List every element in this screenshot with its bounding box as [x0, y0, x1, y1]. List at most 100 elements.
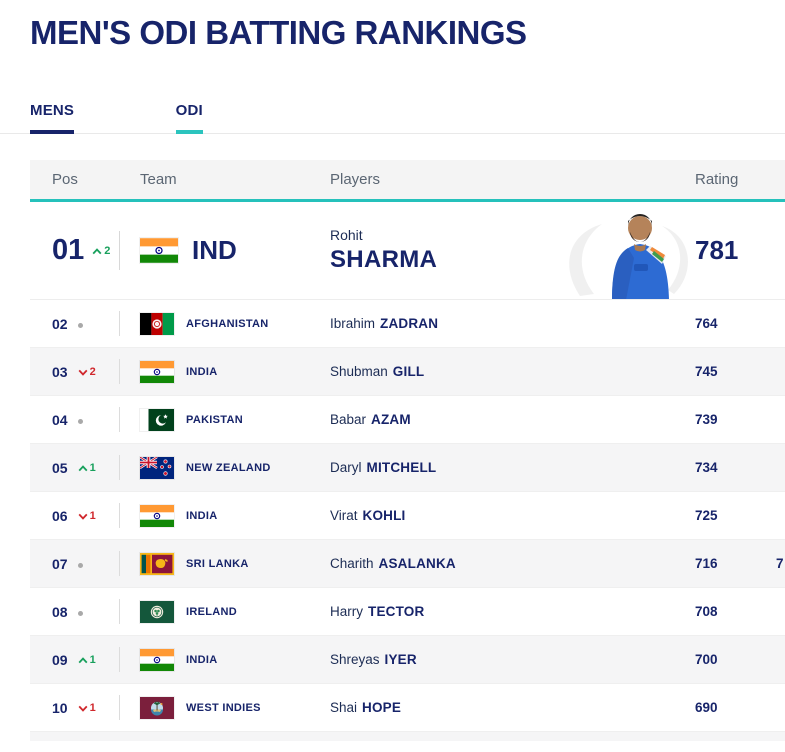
no-change-dot [77, 610, 83, 616]
position-cell: 08 [30, 588, 120, 635]
player-last-name: ASALANKA [378, 556, 456, 571]
player-last-name: AZAM [371, 412, 411, 427]
column-header-players: Players [330, 171, 381, 188]
team-cell: WEST INDIES [120, 696, 310, 719]
tab-mens[interactable]: MENS [30, 102, 75, 134]
player-first-name: Shai [330, 700, 358, 715]
rankings-table: Pos Team Players Rating 01 2 IND Rohit S… [30, 160, 785, 741]
featured-rank-row[interactable]: 01 2 IND Rohit SHARMA 781 [30, 202, 785, 300]
player-last-name: IYER [384, 652, 417, 667]
position-cell: 04 [30, 396, 120, 443]
table-row[interactable]: 06 1 INDIA Virat KOHLI 725 [30, 492, 785, 540]
position-number: 02 [52, 315, 68, 332]
table-row[interactable]: 03 2 INDIA Shubman GILL 745 [30, 348, 785, 396]
team-cell: IRELAND [120, 600, 310, 623]
featured-team-cell: IND [120, 235, 310, 266]
player-cell[interactable]: Shreyas IYER [310, 652, 640, 667]
position-number: 06 [52, 507, 68, 524]
featured-player-cell[interactable]: Rohit SHARMA [310, 227, 640, 274]
team-cell: NEW ZEALAND [120, 456, 310, 479]
featured-rating: 781 [695, 235, 739, 265]
ranking-rows: 02 AFGHANISTAN Ibrahim ZADRAN 764 03 2 IN… [30, 300, 785, 732]
position-cell: 09 1 [30, 636, 120, 683]
player-rating: 764 [695, 316, 718, 331]
player-cell[interactable]: Babar AZAM [310, 412, 640, 427]
position-number: 07 [52, 555, 68, 572]
player-cell[interactable]: Daryl MITCHELL [310, 460, 640, 475]
position-cell: 03 2 [30, 348, 120, 395]
player-rating: 745 [695, 364, 718, 379]
team-name: IRELAND [186, 605, 237, 618]
rank-movement-indicator [77, 411, 83, 429]
team-cell: PAKISTAN [120, 408, 310, 431]
featured-position: 01 [52, 234, 85, 266]
table-header-row: Pos Team Players Rating [30, 160, 785, 202]
position-number: 03 [52, 363, 68, 380]
rank-movement-indicator: 1 [78, 651, 96, 669]
player-last-name: ZADRAN [380, 316, 439, 331]
player-rating: 690 [695, 700, 718, 715]
rank-movement-indicator: 1 [78, 699, 96, 717]
player-first-name: Virat [330, 508, 358, 523]
player-last-name: GILL [392, 364, 425, 379]
table-row[interactable]: 09 1 INDIA Shreyas IYER 700 [30, 636, 785, 684]
afghanistan-flag [140, 312, 174, 335]
position-number: 05 [52, 459, 68, 476]
position-number: 10 [52, 699, 68, 716]
no-change-dot [77, 322, 83, 328]
position-cell: 07 [30, 540, 120, 587]
player-first-name: Babar [330, 412, 367, 427]
table-row[interactable]: 05 1 NEW ZEALAND Daryl MITCHELL 734 [30, 444, 785, 492]
next-row-partial [30, 732, 785, 741]
player-rating: 700 [695, 652, 718, 667]
featured-team-code: IND [192, 235, 237, 265]
no-change-dot [77, 418, 83, 424]
player-cell[interactable]: Charith ASALANKA [310, 556, 640, 571]
position-number: 04 [52, 411, 68, 428]
position-cell: 06 1 [30, 492, 120, 539]
player-rating: 708 [695, 604, 718, 619]
player-cell[interactable]: Virat KOHLI [310, 508, 640, 523]
player-rating: 734 [695, 460, 718, 475]
table-row[interactable]: 08 IRELAND Harry TECTOR 708 [30, 588, 785, 636]
team-name: WEST INDIES [186, 701, 261, 714]
table-row[interactable]: 10 1 WEST INDIES Shai HOPE 690 [30, 684, 785, 732]
new-zealand-flag [140, 456, 174, 479]
page-title: MEN'S ODI BATTING RANKINGS [30, 14, 527, 51]
player-cell[interactable]: Shai HOPE [310, 700, 640, 715]
table-row[interactable]: 02 AFGHANISTAN Ibrahim ZADRAN 764 [30, 300, 785, 348]
player-rating: 725 [695, 508, 718, 523]
ireland-flag [140, 600, 174, 623]
featured-player-last-name: SHARMA [330, 246, 438, 273]
position-cell: 02 [30, 300, 120, 347]
team-name: INDIA [186, 509, 218, 522]
india-flag [140, 648, 174, 671]
player-last-name: MITCHELL [366, 460, 437, 475]
player-cell[interactable]: Ibrahim ZADRAN [310, 316, 640, 331]
rank-movement-indicator: 1 [78, 459, 96, 477]
position-cell: 05 1 [30, 444, 120, 491]
featured-position-cell: 01 2 [30, 202, 120, 299]
player-rating: 716 [695, 556, 718, 571]
tab-odi[interactable]: ODI [175, 102, 203, 134]
player-last-name: HOPE [362, 700, 402, 715]
no-change-dot [77, 562, 83, 568]
team-name: NEW ZEALAND [186, 461, 271, 474]
player-cell[interactable]: Shubman GILL [310, 364, 640, 379]
position-cell: 10 1 [30, 684, 120, 731]
team-name: AFGHANISTAN [186, 317, 269, 330]
west-indies-flag [140, 696, 174, 719]
player-cell[interactable]: Harry TECTOR [310, 604, 640, 619]
table-row[interactable]: 04 PAKISTAN Babar AZAM 739 [30, 396, 785, 444]
rank-movement-indicator [77, 555, 83, 573]
column-header-team: Team [140, 171, 177, 188]
rank-movement-indicator [77, 603, 83, 621]
rank-movement-indicator: 1 [78, 507, 96, 525]
table-row[interactable]: 07 SRI LANKA Charith ASALANKA 716 7 [30, 540, 785, 588]
sri-lanka-flag [140, 552, 174, 575]
team-cell: INDIA [120, 360, 310, 383]
position-number: 08 [52, 603, 68, 620]
player-first-name: Shubman [330, 364, 388, 379]
india-flag [140, 504, 174, 527]
rohit-sharma-photo [550, 206, 700, 299]
